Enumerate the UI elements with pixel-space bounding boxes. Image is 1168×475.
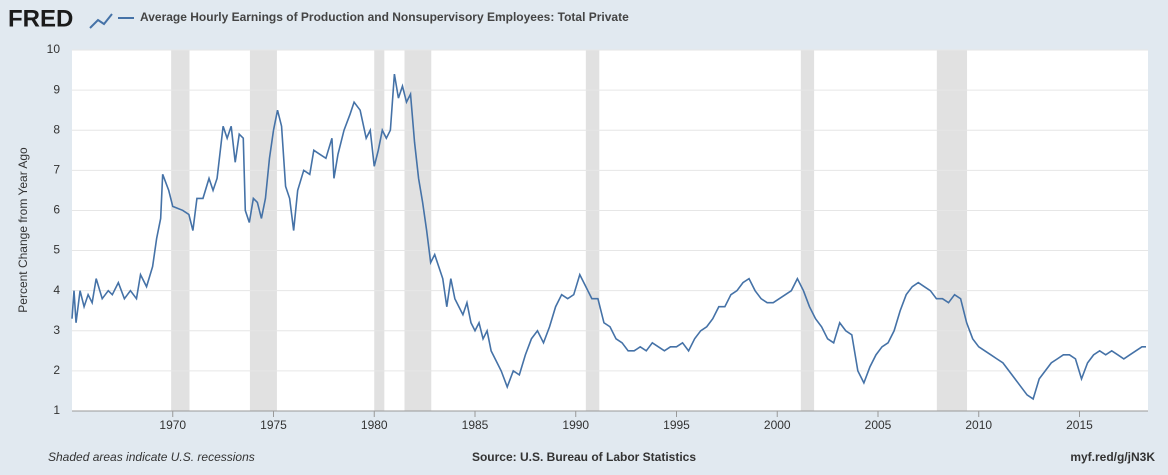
note: Shaded areas indicate U.S. recessions (48, 450, 255, 464)
x-tick-label: 1975 (260, 418, 287, 432)
x-tick-label: 1990 (562, 418, 589, 432)
recession-band (374, 50, 385, 411)
y-tick-label: 6 (53, 203, 60, 217)
series-line (71, 73, 1146, 401)
x-tick-label: 2015 (1066, 418, 1093, 432)
plot-area (72, 50, 1148, 411)
x-tick-label: 1970 (159, 418, 186, 432)
recession-band (585, 50, 600, 411)
source: Source: U.S. Bureau of Labor Statistics (472, 450, 696, 464)
y-tick-label: 1 (53, 403, 60, 417)
y-tick-label: 10 (47, 42, 61, 56)
recession-band (249, 50, 277, 411)
x-tick-label: 1985 (462, 418, 489, 432)
recession-band (800, 50, 815, 411)
y-tick-label: 8 (53, 122, 60, 136)
y-tick-label: 3 (53, 323, 60, 337)
x-tick-label: 2000 (764, 418, 791, 432)
recession-band (171, 50, 190, 411)
x-tick-label: 2005 (865, 418, 892, 432)
y-tick-label: 5 (53, 243, 60, 257)
y-tick-label: 4 (53, 283, 60, 297)
legend-label: Average Hourly Earnings of Production an… (140, 10, 629, 24)
logo-icon (89, 13, 113, 29)
x-tick-label: 1995 (663, 418, 690, 432)
recession-band (936, 50, 968, 411)
link[interactable]: myf.red/g/jN3K (1070, 450, 1155, 464)
x-tick-label: 2010 (965, 418, 992, 432)
y-tick-label: 2 (53, 363, 60, 377)
y-tick-label: 9 (53, 82, 60, 96)
logo: FRED (8, 5, 73, 32)
x-tick-label: 1980 (361, 418, 388, 432)
y-tick-label: 7 (53, 163, 60, 177)
y-axis-label: Percent Change from Year Ago (16, 147, 30, 313)
